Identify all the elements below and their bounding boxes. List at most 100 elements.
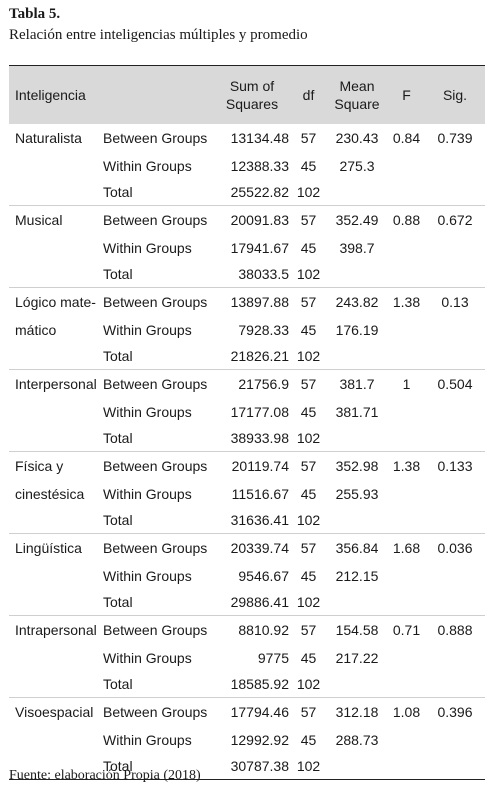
cell-sig: [425, 261, 485, 288]
cell-inteligencia: [9, 425, 103, 452]
cell-sum-of-squares: 25522.82: [230, 183, 289, 200]
cell-sig: 0.13: [441, 294, 469, 310]
cell-source: Between Groups: [103, 540, 208, 556]
cell-mean-square: 275.3: [339, 157, 375, 174]
cell-sig: 0.133: [437, 458, 473, 474]
header-f-label: F: [402, 86, 411, 103]
cell-inteligencia: [9, 153, 103, 179]
cell-sum-of-squares: 18585.92: [230, 675, 289, 692]
cell-f: 1: [402, 376, 411, 392]
cell-df: 57: [300, 294, 317, 310]
cell-mean-square: 398.7: [339, 239, 375, 256]
cell-sig: 0.504: [437, 376, 473, 392]
cell-df: 102: [296, 429, 321, 446]
cell-inteligencia: Física y: [9, 452, 103, 481]
cell-sig: [425, 399, 485, 425]
inteligencia-name-cont: cinestésica: [15, 485, 85, 502]
header-f: F: [388, 66, 425, 124]
table-row: Total 29886.41 102: [9, 589, 485, 616]
cell-df: 57: [300, 704, 317, 720]
cell-source: Total: [103, 675, 133, 692]
cell-f: [388, 425, 425, 452]
cell-source: Within Groups: [103, 649, 192, 666]
header-ss-line2: Squares: [225, 95, 279, 112]
cell-f: 0.71: [392, 622, 421, 638]
cell-source: Between Groups: [103, 376, 208, 392]
cell-df: 102: [296, 675, 321, 692]
table-row: Total 30787.38 102: [9, 753, 485, 780]
cell-df: 102: [296, 511, 321, 528]
group-5: Lingüística Between Groups 20339.74 57 356.8…: [9, 534, 485, 616]
header-df: df: [291, 66, 326, 124]
cell-sig: [425, 645, 485, 671]
cell-f: 0.84: [392, 129, 421, 146]
cell-f: [388, 481, 425, 507]
cell-sig: [425, 507, 485, 534]
header-row: Inteligencia Sum of Squares df Mean Square…: [9, 65, 485, 124]
header-mean-square: Mean Square: [326, 66, 388, 124]
table-row: Within Groups 9546.67 45 212.15: [9, 563, 485, 589]
cell-f: [388, 671, 425, 698]
cell-sum-of-squares: 12388.33: [230, 157, 289, 174]
cell-df: 102: [296, 265, 321, 282]
cell-inteligencia: Visoespacial: [9, 698, 103, 727]
cell-source: Between Groups: [103, 129, 208, 146]
cell-f: [388, 727, 425, 753]
cell-source: Total: [103, 429, 133, 446]
cell-source: Total: [103, 593, 133, 610]
table-header: Inteligencia Sum of Squares df Mean Square…: [9, 65, 485, 124]
cell-sum-of-squares: 13897.88: [230, 294, 289, 310]
cell-mean-square: 176.19: [335, 321, 379, 338]
cell-f: [388, 153, 425, 179]
cell-df: 102: [296, 183, 321, 200]
cell-sum-of-squares: 29886.41: [230, 593, 289, 610]
cell-df: 57: [300, 458, 317, 474]
cell-df: 102: [296, 757, 321, 774]
cell-sum-of-squares: 9546.67: [238, 567, 289, 584]
cell-inteligencia: cinestésica: [9, 481, 103, 507]
cell-mean-square: [326, 179, 388, 206]
table-source-note: Fuente: elaboración Propia (2018): [9, 768, 201, 783]
cell-sum-of-squares: 13134.48: [230, 129, 289, 146]
table-row: Naturalista Between Groups 13134.48 57 230.4…: [9, 124, 485, 153]
cell-df: 102: [296, 347, 321, 364]
table-row: Within Groups 17941.67 45 398.7: [9, 235, 485, 261]
cell-source: Between Groups: [103, 212, 208, 228]
cell-sig: 0.672: [437, 212, 473, 228]
cell-sig: [425, 179, 485, 206]
group-3: Interpersonal Between Groups 21756.9 57 381.…: [9, 370, 485, 452]
cell-mean-square: [326, 343, 388, 370]
table-row: Within Groups 17177.08 45 381.71: [9, 399, 485, 425]
header-ms-line2: Square: [334, 95, 380, 112]
table-row: Visoespacial Between Groups 17794.46 57 312.…: [9, 698, 485, 727]
table-row: Total 38033.5 102: [9, 261, 485, 288]
inteligencia-name: Intrapersonal: [15, 622, 97, 638]
cell-f: 1.38: [392, 294, 421, 310]
cell-source: Between Groups: [103, 622, 208, 638]
header-sum-of-squares: Sum of Squares: [215, 66, 291, 124]
cell-inteligencia: [9, 563, 103, 589]
cell-inteligencia: Naturalista: [9, 124, 103, 153]
inteligencia-name: Musical: [15, 212, 63, 228]
cell-inteligencia: [9, 261, 103, 288]
cell-sum-of-squares: 17794.46: [230, 704, 289, 720]
cell-sum-of-squares: 20339.74: [230, 540, 289, 556]
cell-df: 45: [300, 649, 317, 666]
cell-mean-square: [326, 507, 388, 534]
table-row: Total 18585.92 102: [9, 671, 485, 698]
inteligencia-name: Lógico mate-: [15, 294, 96, 310]
header-sig: Sig.: [425, 66, 485, 124]
cell-sig: 0.888: [437, 622, 473, 638]
table-row: Within Groups 12388.33 45 275.3: [9, 153, 485, 179]
table-row: Total 38933.98 102: [9, 425, 485, 452]
cell-f: 1.08: [392, 704, 421, 720]
cell-inteligencia: Lógico mate-: [9, 288, 103, 317]
header-df-label: df: [302, 86, 315, 103]
cell-sig: [425, 481, 485, 507]
header-ss-line1: Sum of: [229, 77, 275, 94]
header-sig-label: Sig.: [442, 86, 468, 103]
cell-mean-square: 352.98: [335, 458, 379, 474]
cell-mean-square: [326, 425, 388, 452]
cell-df: 57: [300, 129, 317, 146]
cell-f: 1.68: [392, 540, 421, 556]
